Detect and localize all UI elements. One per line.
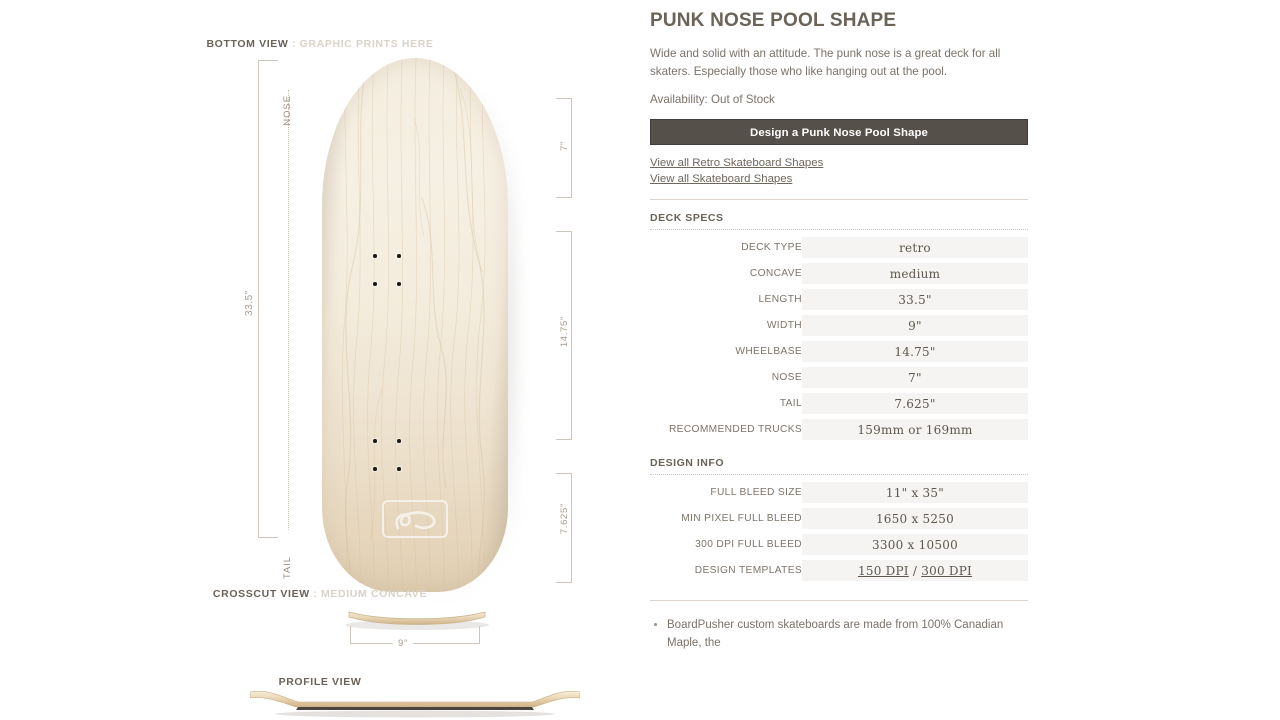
brand-logo (382, 500, 448, 538)
spec-value: 7.625" (802, 393, 1028, 415)
spec-label: 300 DPI FULL BLEED (695, 539, 802, 551)
view-all-links: View all Retro Skateboard Shapes View al… (650, 156, 1030, 187)
spec-label: LENGTH (758, 294, 802, 306)
design-templates-value: 150 DPI / 300 DPI (802, 560, 1028, 582)
spec-value: 14.75" (802, 341, 1028, 363)
wood-grain-pattern (341, 58, 486, 592)
length-dimension-bracket (258, 60, 278, 538)
deck-specs-heading: DECK SPECS (650, 212, 1028, 231)
mounting-hole (373, 467, 377, 471)
skateboard-deck-bottom-view (322, 58, 518, 598)
product-description: Wide and solid with an attitude. The pun… (650, 47, 1001, 78)
link-view-all-retro-shapes[interactable]: View all Retro Skateboard Shapes (650, 156, 824, 169)
spec-value: 159mm or 169mm (802, 419, 1028, 441)
table-row: RECOMMENDED TRUCKS 159mm or 169mm (650, 419, 1028, 441)
product-info-panel: PUNK NOSE POOL SHAPE Wide and solid with… (650, 0, 1030, 652)
centerline-dotted (288, 90, 289, 530)
bottom-view-caption-sub: : GRAPHIC PRINTS HERE (291, 38, 434, 50)
deck-surface (322, 58, 508, 592)
tail-dimension-label: 7.625" (559, 500, 570, 538)
product-notes-list: BoardPusher custom skateboards are made … (650, 617, 1030, 652)
nose-end-label: NOSE (282, 95, 293, 126)
wheelbase-dimension-label: 14.75" (559, 313, 570, 351)
spec-label: CONCAVE (749, 268, 802, 280)
spec-label: DESIGN TEMPLATES (694, 565, 802, 577)
mounting-hole (373, 439, 377, 443)
crosscut-width-bracket (350, 626, 480, 644)
table-row: LENGTH 33.5" (650, 289, 1028, 311)
link-template-150-dpi[interactable]: 150 DPI (857, 563, 909, 578)
nose-dimension-bracket (556, 98, 572, 198)
design-deck-button[interactable]: Design a Punk Nose Pool Shape (650, 118, 1028, 145)
spec-label: NOSE (771, 372, 802, 384)
deck-diagram-panel: BOTTOM VIEW : GRAPHIC PRINTS HERE 33.5" … (0, 38, 640, 718)
profile-view-caption: PROFILE VIEW (0, 676, 640, 688)
tail-dimension-bracket (556, 473, 572, 583)
spec-label: RECOMMENDED TRUCKS (668, 424, 802, 436)
crosscut-width-label: 9" (393, 638, 413, 649)
profile-deck-shape (250, 690, 580, 718)
table-row: 300 DPI FULL BLEED 3300 x 10500 (650, 534, 1028, 556)
mounting-hole (397, 439, 401, 443)
spec-label: MIN PIXEL FULL BLEED (681, 513, 802, 525)
template-separator: / (908, 563, 922, 578)
spec-value: 3300 x 10500 (802, 534, 1028, 556)
tail-end-label: TAIL (282, 556, 293, 580)
mounting-hole (397, 282, 401, 286)
spec-value: 33.5" (802, 289, 1028, 311)
deck-specs-table: DECK TYPE retro CONCAVE medium LENGTH 33… (650, 232, 1028, 445)
mounting-hole (373, 254, 377, 258)
table-row: TAIL 7.625" (650, 393, 1028, 415)
table-row: MIN PIXEL FULL BLEED 1650 x 5250 (650, 508, 1028, 530)
design-info-table: FULL BLEED SIZE 11" x 35" MIN PIXEL FULL… (650, 477, 1028, 586)
availability-status: Availability: Out of Stock (650, 92, 775, 106)
bottom-view-group: 33.5" NOSE TAIL 7" 14.75" 7.625" (0, 38, 640, 598)
bottom-view-caption: BOTTOM VIEW : GRAPHIC PRINTS HERE (0, 38, 640, 50)
spec-value: 1650 x 5250 (802, 508, 1028, 530)
mounting-hole (397, 254, 401, 258)
crosscut-view-caption-sub: : MEDIUM CONCAVE (313, 588, 428, 600)
spec-label: DECK TYPE (741, 242, 802, 254)
nose-dimension-label: 7" (559, 138, 570, 154)
list-item: BoardPusher custom skateboards are made … (667, 617, 1030, 652)
length-dimension-label: 33.5" (244, 286, 255, 321)
page-title: PUNK NOSE POOL SHAPE (650, 10, 897, 31)
spec-value: 11" x 35" (802, 482, 1028, 504)
table-row: DECK TYPE retro (650, 237, 1028, 259)
bottom-view-caption-main: BOTTOM VIEW (206, 38, 289, 50)
spec-value: 7" (802, 367, 1028, 389)
table-row: NOSE 7" (650, 367, 1028, 389)
table-row: CONCAVE medium (650, 263, 1028, 285)
spec-label: FULL BLEED SIZE (710, 487, 802, 499)
mounting-hole (373, 282, 377, 286)
spec-label: WIDTH (766, 320, 802, 332)
table-row: FULL BLEED SIZE 11" x 35" (650, 482, 1028, 504)
crosscut-view-caption: CROSSCUT VIEW : MEDIUM CONCAVE (0, 588, 640, 600)
spec-value: retro (802, 237, 1028, 259)
link-template-300-dpi[interactable]: 300 DPI (921, 563, 973, 578)
table-row: WHEELBASE 14.75" (650, 341, 1028, 363)
mounting-hole (397, 467, 401, 471)
divider-above-bullets (650, 600, 1028, 602)
spec-value: 9" (802, 315, 1028, 337)
link-view-all-shapes[interactable]: View all Skateboard Shapes (650, 172, 793, 185)
table-row: DESIGN TEMPLATES 150 DPI / 300 DPI (650, 560, 1028, 582)
divider-above-deck-specs (650, 199, 1028, 201)
crosscut-view-caption-main: CROSSCUT VIEW (212, 588, 310, 600)
wheelbase-dimension-bracket (556, 231, 572, 440)
profile-view-caption-main: PROFILE VIEW (278, 676, 362, 688)
spec-value: medium (802, 263, 1028, 285)
spec-label: WHEELBASE (735, 346, 802, 358)
crosscut-deck-shape (345, 611, 489, 630)
spec-label: TAIL (779, 398, 802, 410)
table-row: WIDTH 9" (650, 315, 1028, 337)
design-info-heading: DESIGN INFO (650, 457, 1028, 476)
